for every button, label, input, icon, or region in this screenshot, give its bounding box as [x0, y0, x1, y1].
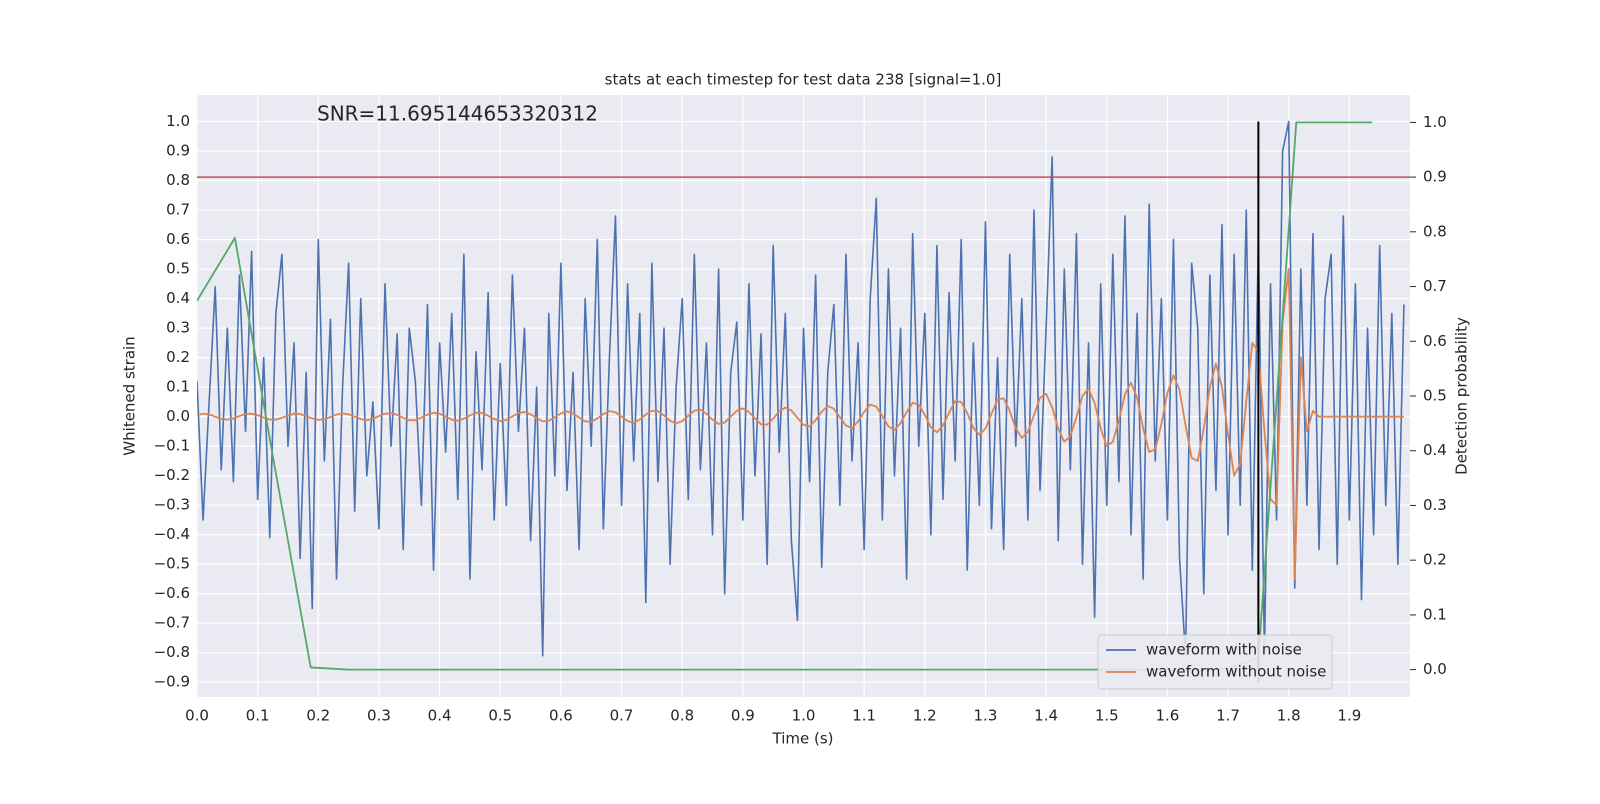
y-tick-label: −0.5	[154, 555, 190, 573]
y-tick-label: −0.3	[154, 496, 190, 514]
x-tick-label: 1.4	[1034, 707, 1058, 725]
x-tick-label: 1.1	[852, 707, 876, 725]
x-tick-label: 0.3	[367, 707, 391, 725]
y-tick-label: −0.9	[154, 673, 190, 691]
y2-tick-label: 0.2	[1423, 551, 1447, 569]
y2-tick-label: 0.7	[1423, 277, 1447, 295]
y2-tick-label: 0.5	[1423, 387, 1447, 405]
y-tick-label: −0.1	[154, 437, 190, 455]
y-tick-label: 0.8	[166, 171, 190, 189]
legend-label: waveform with noise	[1146, 641, 1302, 659]
y-tick-label: 0.0	[166, 407, 190, 425]
y-tick-label: −0.2	[154, 466, 190, 484]
y-tick-label: 0.4	[166, 289, 190, 307]
series-line	[197, 120, 1405, 657]
series-line	[197, 268, 1404, 580]
legend-label: waveform without noise	[1146, 663, 1326, 681]
y-tick-label: −0.8	[154, 643, 190, 661]
y-tick-label: −0.7	[154, 614, 190, 632]
x-tick-label: 0.6	[549, 707, 573, 725]
y-tick-label: 0.2	[166, 348, 190, 366]
y-tick-label: 0.6	[166, 230, 190, 248]
y-axis-label: Whitened strain	[121, 336, 139, 455]
y-tick-label: −0.6	[154, 584, 190, 602]
x-tick-label: 0.5	[488, 707, 512, 725]
y2-tick-label: 0.8	[1423, 222, 1447, 240]
x-tick-label: 1.6	[1155, 707, 1179, 725]
x-tick-label: 0.7	[610, 707, 634, 725]
y-tick-label: 0.1	[166, 378, 190, 396]
y-tick-label: 0.7	[166, 201, 190, 219]
x-tick-label: 0.1	[246, 707, 270, 725]
legend-box	[1097, 634, 1333, 690]
x-axis-label: Time (s)	[772, 730, 834, 748]
x-tick-label: 1.0	[792, 707, 816, 725]
x-tick-label: 0.2	[306, 707, 330, 725]
y2-tick-label: 0.1	[1423, 605, 1447, 623]
x-tick-label: 1.2	[913, 707, 937, 725]
y-tick-label: −0.4	[154, 525, 190, 543]
x-tick-label: 1.7	[1216, 707, 1240, 725]
annotation: SNR=11.695144653320312	[317, 102, 598, 126]
x-tick-label: 1.3	[974, 707, 998, 725]
y-tick-label: 0.9	[166, 142, 190, 160]
y2-tick-label: 1.0	[1423, 113, 1447, 131]
x-tick-label: 0.9	[731, 707, 755, 725]
y2-axis-label: Detection probability	[1453, 317, 1471, 475]
y2-tick-label: 0.3	[1423, 496, 1447, 514]
y2-tick-label: 0.6	[1423, 332, 1447, 350]
y2-tick-label: 0.0	[1423, 660, 1447, 678]
x-tick-label: 0.4	[428, 707, 452, 725]
y2-tick-label: 0.9	[1423, 168, 1447, 186]
y2-tick-label: 0.4	[1423, 441, 1447, 459]
y-tick-label: 1.0	[166, 112, 190, 130]
x-tick-label: 0.8	[670, 707, 694, 725]
x-tick-label: 1.8	[1277, 707, 1301, 725]
x-tick-label: 1.9	[1337, 707, 1361, 725]
chart-title: stats at each timestep for test data 238…	[605, 71, 1002, 89]
y-tick-label: 0.3	[166, 319, 190, 337]
x-tick-label: 1.5	[1095, 707, 1119, 725]
x-tick-label: 0.0	[185, 707, 209, 725]
y-tick-label: 0.5	[166, 260, 190, 278]
